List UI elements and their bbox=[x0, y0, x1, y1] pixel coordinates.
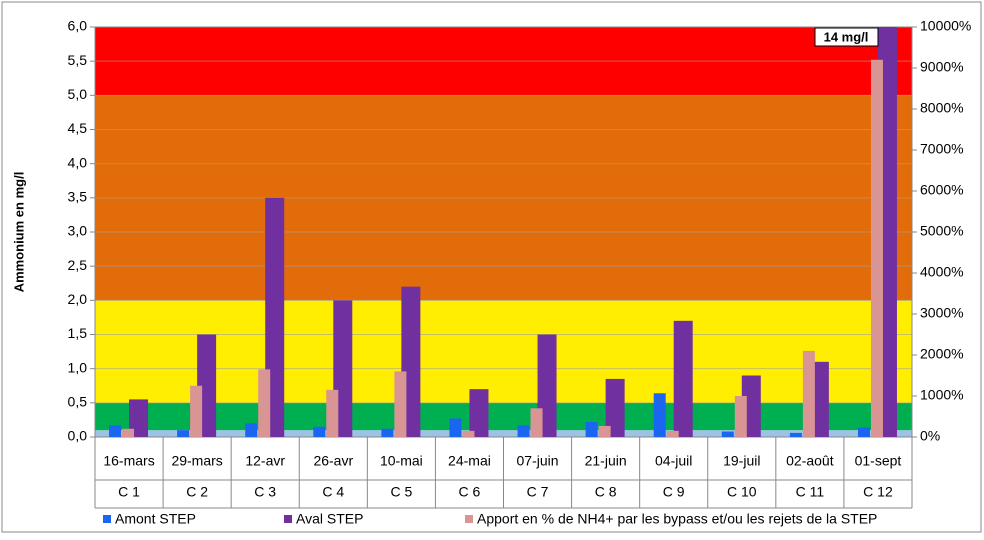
bar bbox=[122, 428, 135, 437]
bar bbox=[673, 320, 693, 437]
bar bbox=[190, 385, 203, 437]
zone-band bbox=[95, 300, 912, 403]
y2-tick-label: 8000% bbox=[920, 100, 964, 116]
x-group-label: C 5 bbox=[390, 484, 412, 500]
y-tick-label: 3,5 bbox=[68, 189, 88, 205]
x-group-label: C 4 bbox=[322, 484, 344, 500]
bar bbox=[381, 428, 394, 437]
bar bbox=[177, 430, 190, 437]
x-group-label: C 9 bbox=[663, 484, 685, 500]
x-tick-label: 29-mars bbox=[171, 453, 222, 469]
x-tick-label: 02-août bbox=[786, 453, 834, 469]
x-tick-label: 04-juil bbox=[655, 453, 692, 469]
legend-label: Apport en % de NH4+ par les bypass et/ou… bbox=[477, 511, 877, 527]
x-group-label: C 1 bbox=[118, 484, 140, 500]
bar bbox=[857, 427, 870, 437]
bar bbox=[462, 430, 475, 437]
x-group-label: C 3 bbox=[254, 484, 276, 500]
bar bbox=[258, 369, 271, 437]
y2-tick-label: 9000% bbox=[920, 59, 964, 75]
y-tick-label: 1,0 bbox=[68, 359, 88, 375]
bars bbox=[109, 27, 897, 437]
x-group-label: C 7 bbox=[527, 484, 549, 500]
bar bbox=[517, 425, 530, 437]
bar bbox=[449, 418, 462, 437]
annotation: 14 mg/l bbox=[824, 29, 869, 44]
y-tick-label: 6,0 bbox=[68, 18, 88, 34]
x-group-label: C 12 bbox=[863, 484, 893, 500]
y-tick-label: 3,0 bbox=[68, 223, 88, 239]
x-tick-label: 24-mai bbox=[448, 453, 491, 469]
y-tick-label: 4,0 bbox=[68, 154, 88, 170]
x-tick-label: 12-avr bbox=[245, 453, 285, 469]
y-tick-label: 2,5 bbox=[68, 257, 88, 273]
x-group-label: C 10 bbox=[727, 484, 757, 500]
x-group-label: C 8 bbox=[595, 484, 617, 500]
y2-tick-label: 1000% bbox=[920, 387, 964, 403]
y-tick-label: 4,5 bbox=[68, 120, 88, 136]
y-tick-label: 5,5 bbox=[68, 52, 88, 68]
x-tick-label: 07-juin bbox=[517, 453, 559, 469]
bar bbox=[394, 371, 407, 437]
y-tick-label: 5,0 bbox=[68, 86, 88, 102]
x-group-label: C 2 bbox=[186, 484, 208, 500]
zone-band bbox=[95, 430, 912, 437]
y-tick-label: 2,0 bbox=[68, 291, 88, 307]
y-tick-label: 0,5 bbox=[68, 394, 88, 410]
y2-tick-label: 10000% bbox=[920, 18, 971, 34]
bar bbox=[721, 431, 734, 437]
bar bbox=[585, 421, 598, 437]
bar bbox=[109, 425, 122, 437]
annotation-box bbox=[814, 27, 879, 47]
x-group-label: C 11 bbox=[796, 484, 825, 500]
legend-label: Aval STEP bbox=[296, 511, 363, 527]
y2-tick-label: 7000% bbox=[920, 141, 964, 157]
y-tick-label: 0,0 bbox=[68, 428, 88, 444]
bar bbox=[469, 389, 489, 437]
legend-label: Amont STEP bbox=[115, 511, 196, 527]
legend-swatch bbox=[103, 515, 111, 523]
y-tick-label: 1,5 bbox=[68, 325, 88, 341]
x-tick-label: 21-juin bbox=[585, 453, 627, 469]
bar bbox=[245, 423, 258, 437]
bar bbox=[605, 378, 625, 437]
legend-swatch bbox=[284, 515, 292, 523]
bar bbox=[326, 389, 339, 437]
y2-tick-label: 0% bbox=[920, 428, 940, 444]
x-tick-label: 19-juil bbox=[723, 453, 760, 469]
x-tick-label: 10-mai bbox=[380, 453, 423, 469]
bar bbox=[789, 432, 802, 437]
legend-swatch bbox=[465, 515, 473, 523]
bar bbox=[734, 396, 747, 437]
y2-tick-label: 4000% bbox=[920, 264, 964, 280]
y2-tick-label: 3000% bbox=[920, 305, 964, 321]
y2-tick-label: 6000% bbox=[920, 182, 964, 198]
y2-tick-label: 5000% bbox=[920, 223, 964, 239]
x-tick-label: 16-mars bbox=[103, 453, 154, 469]
bar bbox=[530, 408, 543, 437]
x-tick-label: 26-avr bbox=[313, 453, 353, 469]
bar bbox=[870, 59, 883, 437]
bar bbox=[653, 393, 666, 437]
bar bbox=[802, 350, 815, 437]
bar bbox=[129, 399, 149, 437]
zone-band bbox=[95, 402, 912, 431]
bar bbox=[666, 430, 679, 437]
bar bbox=[598, 425, 611, 437]
y-axis-title: Ammonium en mg/l bbox=[11, 172, 26, 293]
bar bbox=[313, 426, 326, 437]
y2-tick-label: 2000% bbox=[920, 346, 964, 362]
x-tick-label: 01-sept bbox=[855, 453, 902, 469]
x-group-label: C 6 bbox=[459, 484, 481, 500]
